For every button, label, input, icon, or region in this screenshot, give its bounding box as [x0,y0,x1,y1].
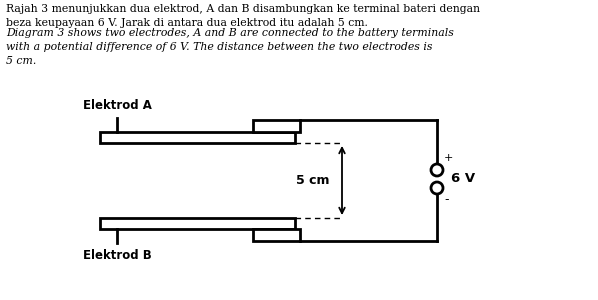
Text: -: - [444,193,448,206]
Text: Elektrod A: Elektrod A [83,99,151,112]
Text: 6 V: 6 V [451,172,475,185]
Text: +: + [444,153,453,163]
Text: 5 cm: 5 cm [297,174,330,187]
Bar [253,229,300,241]
Circle shape [431,164,443,176]
Bar [253,120,300,132]
Circle shape [431,182,443,194]
Text: Diagram 3 shows two electrodes, A and B are connected to the battery terminals
w: Diagram 3 shows two electrodes, A and B … [6,28,454,66]
Text: Elektrod B: Elektrod B [83,249,151,262]
Text: Rajah 3 menunjukkan dua elektrod, A dan B disambungkan ke terminal bateri dengan: Rajah 3 menunjukkan dua elektrod, A dan … [6,4,480,28]
Bar [100,218,295,229]
Bar [100,132,295,143]
